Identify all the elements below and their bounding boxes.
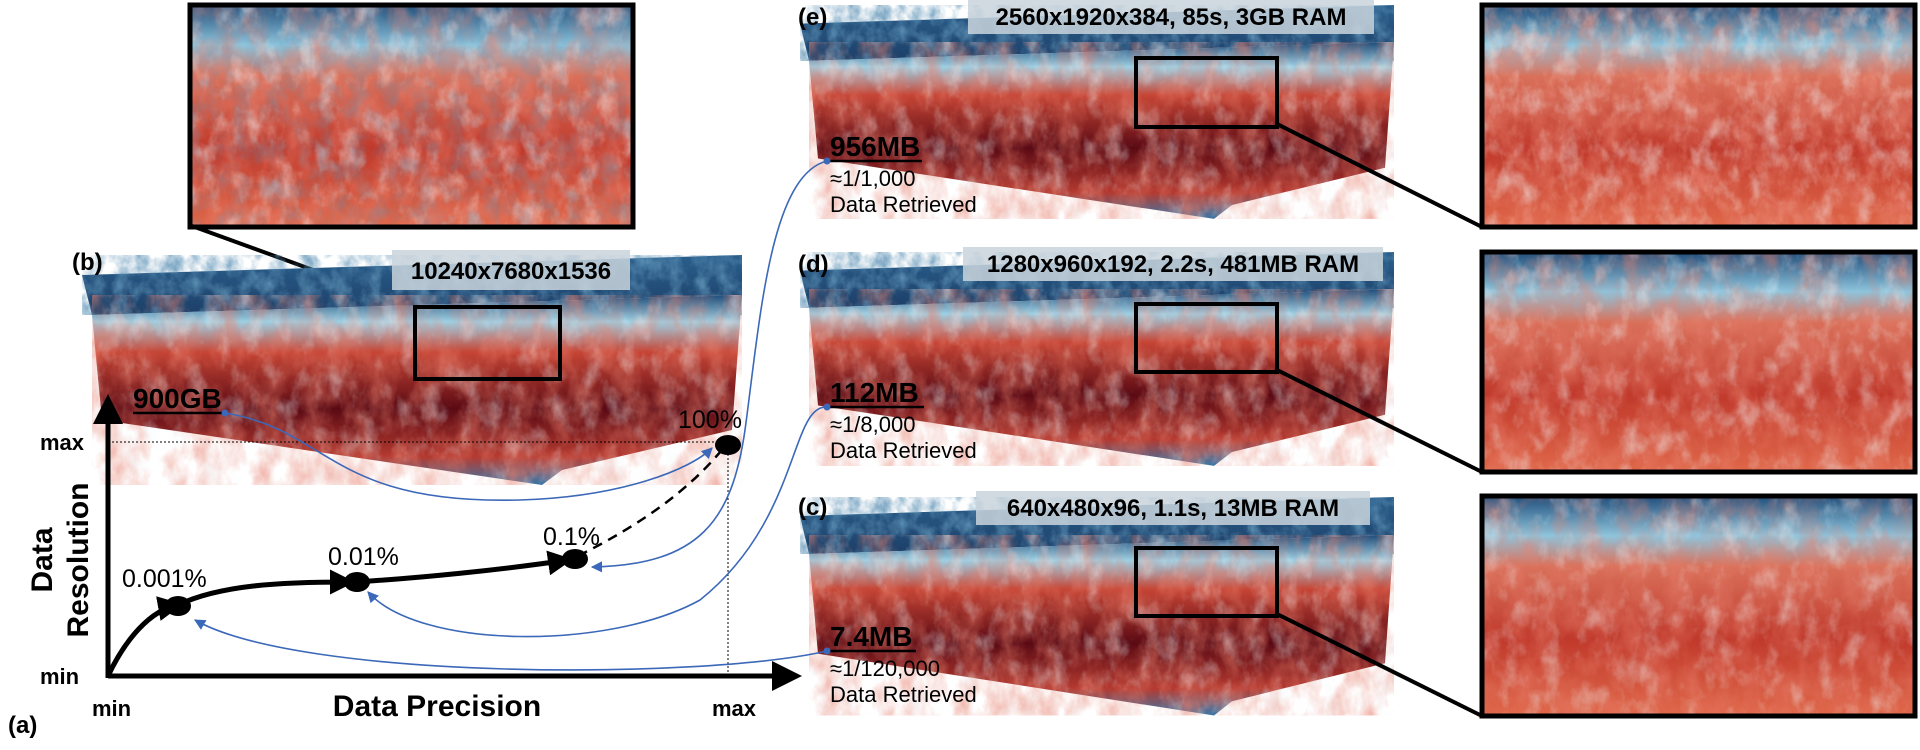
connector-dot-900gb [221,409,229,417]
x-axis-title: Data Precision [333,690,541,723]
connector-112mb-to-0-01 [367,406,828,638]
panel-b-zoom-image [187,2,636,230]
zoom-leader-e [1276,122,1483,229]
panel-e-size: 956MB [830,131,920,162]
connector-dot-112mb [823,403,831,411]
panel-b-resolution-bg [392,250,630,290]
panel-b-resolution-label: 10240x7680x1536 [411,258,611,285]
panel-c-caption: 640x480x96, 1.1s, 13MB RAM [1007,495,1339,522]
panel-e-caption: 2560x1920x384, 85s, 3GB RAM [996,4,1347,31]
point-0-1 [562,549,588,569]
connector-7-4mb-to-0-001 [194,619,828,671]
panel-c-zoom-image [1479,493,1918,719]
y-axis-min: min [40,664,79,689]
point-label-0-1: 0.1% [543,523,600,551]
zoom-leader-c [1276,612,1483,718]
panel-c-fraction: ≈1/120,000 [830,656,940,681]
panel-d-selection-box [1134,302,1279,374]
panel-c-note: Data Retrieved [830,682,977,707]
zoom-leader-d [1276,368,1483,474]
panel-a-tag: (a) [8,712,37,739]
progress-curve-1 [105,596,183,678]
connector-arrows [194,160,828,671]
panel-e-note: Data Retrieved [830,192,977,217]
panel-d-note: Data Retrieved [830,438,977,463]
panel-a-plot: 0.001% 0.01% 0.1% 100% max min min max D… [8,394,802,739]
connector-dot-7-4mb [823,647,831,655]
panel-c-selection-box [1134,546,1279,618]
connector-900gb-to-100 [224,412,713,501]
x-axis-min: min [92,696,131,721]
panel-b-tag: (b) [72,249,103,276]
x-axis-max: max [712,696,757,721]
y-axis-title-line1: Data [26,527,59,592]
panel-d-size: 112MB [830,377,919,408]
connector-dot-956mb [823,157,831,165]
panel-c-tag: (c) [798,494,827,521]
point-100 [715,435,741,455]
panel-d-zoom-image [1479,249,1918,475]
point-label-0-001: 0.001% [122,565,207,593]
panel-d-caption-bg [963,247,1383,281]
progress-curve-2 [176,569,355,608]
connector-956mb-to-0-1 [590,160,828,573]
panel-e-zoom-image [1479,2,1918,230]
y-axis-max: max [40,430,85,455]
panel-c-size: 7.4MB [830,621,912,652]
panel-d-fraction: ≈1/8,000 [830,412,915,437]
panel-d-caption: 1280x960x192, 2.2s, 481MB RAM [987,251,1359,278]
point-0-001 [165,596,191,616]
panel-d-tag: (d) [798,251,829,278]
panel-e-tag: (e) [798,4,827,31]
point-0-01 [344,572,370,592]
panel-b-size-label: 900GB [133,383,222,414]
panel-c-caption-bg [976,491,1370,525]
y-axis-title-line2: Resolution [62,483,95,638]
panel-e-selection-box [1134,56,1279,129]
point-label-100: 100% [678,406,742,434]
panel-e-fraction: ≈1/1,000 [830,166,915,191]
progress-curve-3 [354,550,573,585]
panel-e-caption-bg [968,0,1374,34]
point-label-0-01: 0.01% [328,543,399,571]
progress-curve-dashed [577,445,726,558]
panel-b-selection-box [413,305,562,381]
